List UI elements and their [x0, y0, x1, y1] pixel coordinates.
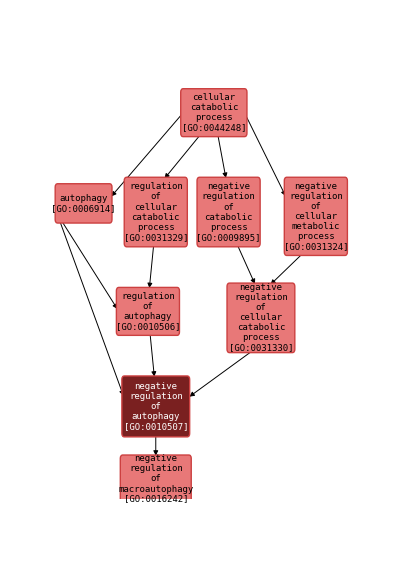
Text: negative
regulation
of
cellular
metabolic
process
[GO:0031324]: negative regulation of cellular metaboli… — [284, 182, 348, 251]
FancyBboxPatch shape — [122, 376, 190, 437]
FancyBboxPatch shape — [181, 89, 247, 137]
Text: cellular
catabolic
process
[GO:0044248]: cellular catabolic process [GO:0044248] — [181, 93, 246, 132]
FancyBboxPatch shape — [124, 177, 188, 247]
FancyBboxPatch shape — [197, 177, 260, 247]
Text: regulation
of
cellular
catabolic
process
[GO:0031329]: regulation of cellular catabolic process… — [124, 182, 188, 242]
FancyBboxPatch shape — [116, 287, 179, 335]
Text: regulation
of
autophagy
[GO:0010506]: regulation of autophagy [GO:0010506] — [116, 292, 180, 331]
Text: negative
regulation
of
macroautophagy
[GO:0016242]: negative regulation of macroautophagy [G… — [118, 454, 194, 504]
Text: autophagy
[GO:0006914]: autophagy [GO:0006914] — [51, 194, 116, 213]
FancyBboxPatch shape — [120, 455, 191, 503]
Text: negative
regulation
of
autophagy
[GO:0010507]: negative regulation of autophagy [GO:001… — [124, 382, 188, 431]
Text: negative
regulation
of
catabolic
process
[GO:0009895]: negative regulation of catabolic process… — [196, 182, 261, 242]
FancyBboxPatch shape — [55, 184, 112, 223]
Text: negative
regulation
of
cellular
catabolic
process
[GO:0031330]: negative regulation of cellular cataboli… — [229, 283, 293, 352]
FancyBboxPatch shape — [284, 177, 347, 255]
FancyBboxPatch shape — [227, 283, 295, 353]
